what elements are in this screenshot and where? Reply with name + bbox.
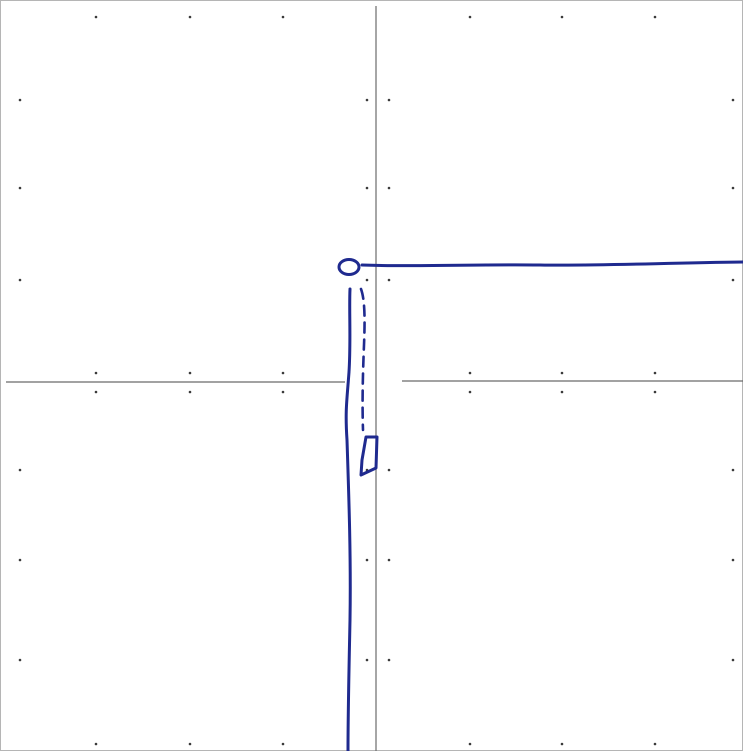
grid-dot: [653, 371, 657, 375]
grid-dot: [560, 742, 564, 746]
grid-dot: [731, 558, 735, 562]
grid-dot: [18, 468, 22, 472]
grid-dot: [365, 98, 369, 102]
block-marker-icon: [359, 435, 379, 477]
grid-dot: [387, 278, 391, 282]
grid-dot: [653, 742, 657, 746]
grid-dot: [365, 186, 369, 190]
grid-dot: [18, 658, 22, 662]
grid-dot: [18, 558, 22, 562]
grid-dot: [468, 15, 472, 19]
grid-dot: [365, 658, 369, 662]
grid-dot: [468, 390, 472, 394]
grid-dot: [731, 186, 735, 190]
grid-dot: [731, 468, 735, 472]
grid-dot: [468, 371, 472, 375]
grid-dot: [653, 390, 657, 394]
grid-dot: [387, 186, 391, 190]
grid-dot: [188, 390, 192, 394]
grid-dot: [281, 742, 285, 746]
vertical-ink-line: [344, 287, 352, 751]
grid-dot: [653, 15, 657, 19]
grid-dot: [94, 742, 98, 746]
grid-dot: [94, 390, 98, 394]
grid-dot: [18, 186, 22, 190]
grid-dot: [188, 371, 192, 375]
grid-dot: [387, 98, 391, 102]
grid-dot: [281, 371, 285, 375]
grid-dot: [468, 742, 472, 746]
grid-dot: [731, 98, 735, 102]
grid-dot: [560, 390, 564, 394]
grid-dot: [281, 390, 285, 394]
grid-dot: [188, 742, 192, 746]
grid-dot: [281, 15, 285, 19]
grid-dot: [387, 558, 391, 562]
grid-dot: [560, 15, 564, 19]
grid-dot: [560, 371, 564, 375]
horizontal-ink-line: [360, 260, 743, 268]
dashed-ink-line: [359, 287, 366, 432]
grid-dot: [188, 15, 192, 19]
grid-dot: [731, 278, 735, 282]
grid-dot: [18, 98, 22, 102]
grid-dots: [18, 15, 735, 746]
circle-marker-icon: [337, 258, 361, 276]
grid-dot: [731, 658, 735, 662]
grid-dot: [387, 468, 391, 472]
grid-dot: [365, 278, 369, 282]
grid-dot: [94, 15, 98, 19]
grid-dot: [94, 371, 98, 375]
ink-strokes: [337, 258, 743, 751]
grid-dot: [365, 558, 369, 562]
grid-dot: [387, 658, 391, 662]
grid-dot: [18, 278, 22, 282]
